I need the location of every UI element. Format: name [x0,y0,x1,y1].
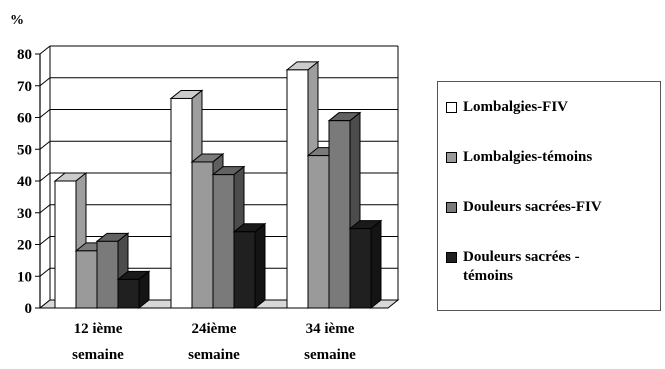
legend: Lombalgies-FIV Lombalgies-témoins Douleurs… [437,81,661,311]
y-axis: 0 10 20 30 40 50 60 70 80 [17,46,51,317]
bar-front [54,180,77,309]
bar-front [349,228,372,309]
bar [116,270,151,310]
legend-label: Douleurs sacrées-FIV [463,199,602,215]
y-tick-label: 20 [17,238,32,254]
y-tick-label: 60 [17,111,32,127]
y-tick-label: 50 [17,142,32,158]
gridline-side [39,45,51,55]
bar-front [212,174,235,309]
x-category-label: 24ième semaine [188,321,240,363]
y-tick-label: 80 [17,47,32,63]
bar-front [307,155,330,309]
bar-side [254,222,266,310]
bar-front [233,231,256,309]
gridline-side [39,77,51,87]
legend-item: Lombalgies-FIV [446,98,568,117]
gridline-side [39,172,51,182]
bar [232,222,267,310]
y-tick-label: 70 [17,79,32,95]
legend-label: Lombalgies-FIV [463,99,568,115]
bars [53,60,383,310]
bar-front [117,278,140,309]
legend-label: Lombalgies-témoins [463,149,593,165]
legend-swatch [446,152,457,163]
legend-swatch [446,202,457,213]
legend-item: Douleurs sacrées - témoins [446,248,580,286]
x-axis-labels: 12 ième semaine 24ième semaine 34 ième semain… [72,321,356,363]
x-category-label: 34 ième semaine [304,321,356,363]
y-tick-label: 0 [25,301,33,317]
gridline-side [39,109,51,118]
legend-label: Douleurs sacrées - témoins [463,249,580,284]
bar-front [191,161,214,309]
legend-swatch [446,252,457,263]
gridline-side [39,236,51,245]
y-tick-label: 30 [17,206,32,222]
bar-front [328,120,351,309]
legend-item: Lombalgies-témoins [446,148,592,167]
bar-side [370,219,382,310]
legend-swatch [446,102,457,113]
bar-front [170,97,193,309]
gridline-side [39,204,51,214]
legend-item: Douleurs sacrées-FIV [446,198,602,217]
gridline-side [39,267,51,277]
y-tick-label: 10 [17,269,32,285]
gridline-side [39,140,51,150]
bar-front [286,69,309,309]
bar [348,219,383,310]
bar-front [75,250,98,309]
x-category-label: 12 ième semaine [72,321,124,363]
bar-front [96,240,119,309]
bar-chart: % 0 10 20 30 40 50 60 70 80 12 ième semaine 24ième… [10,13,400,363]
y-unit-label: % [10,13,24,28]
y-tick-label: 40 [17,174,32,190]
